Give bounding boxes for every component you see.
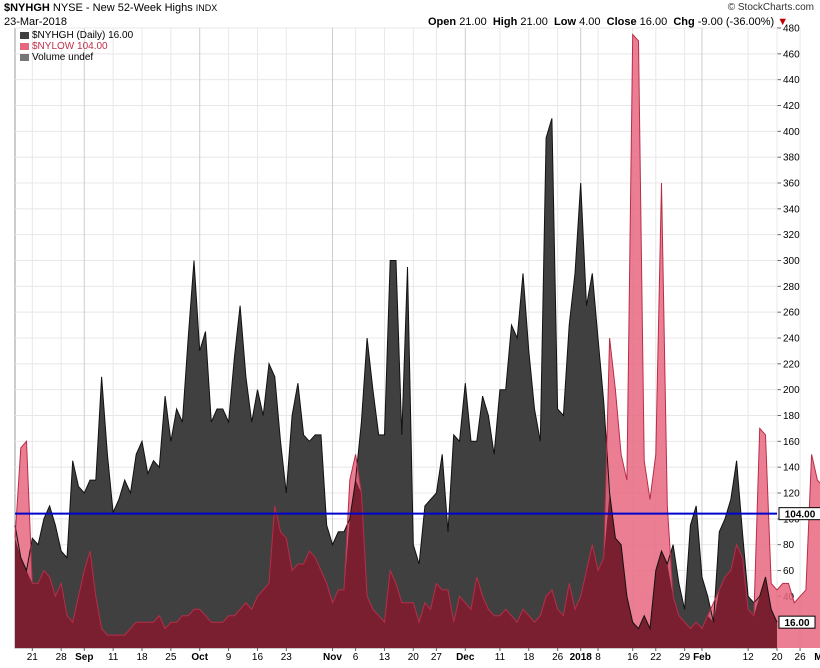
y-tick-label: 80 — [783, 540, 795, 551]
y-tick-label: 120 — [783, 489, 800, 500]
x-tick-label: 25 — [165, 652, 177, 663]
down-arrow-icon: ▼ — [777, 16, 789, 28]
y-tick-label: 260 — [783, 308, 800, 319]
legend-item-volume: Volume undef — [20, 52, 133, 63]
highs-area — [15, 118, 777, 648]
x-tick-label: Feb — [693, 652, 711, 663]
x-tick-label: 20 — [408, 652, 420, 663]
level-badge — [778, 507, 820, 521]
x-tick-label: 11 — [108, 652, 119, 663]
volume-swatch-icon — [20, 54, 29, 61]
x-tick-label: 29 — [679, 652, 691, 663]
x-tick-label: Nov — [323, 652, 342, 663]
x-tick-label: 16 — [252, 652, 264, 663]
y-tick-label: 220 — [783, 359, 800, 370]
open-value: 21.00 — [459, 16, 487, 28]
ohlc-readout: Open 21.00 High 21.00 Low 4.00 Close 16.… — [428, 16, 788, 28]
y-tick-label: 420 — [783, 101, 800, 112]
y-tick-label: 480 — [783, 24, 800, 35]
legend: $NYHGH (Daily) 16.00 $NYLOW 104.00 Volum… — [20, 30, 133, 63]
x-tick-label: 28 — [56, 652, 68, 663]
close-value: 16.00 — [639, 16, 668, 28]
legend-item-lows: $NYLOW 104.00 — [20, 41, 133, 52]
chg-value: -9.00 (-36.00%) — [697, 16, 775, 28]
x-tick-label: 18 — [523, 652, 535, 663]
x-tick-label: 20 — [771, 652, 783, 663]
x-tick-label: 13 — [379, 652, 391, 663]
x-tick-label: 16 — [627, 652, 639, 663]
index-tag: INDX — [195, 3, 218, 13]
x-tick-label: 21 — [27, 652, 39, 663]
highs-line — [14, 118, 778, 631]
y-tick-label: 400 — [783, 127, 800, 138]
low-value: 4.00 — [579, 16, 601, 28]
symbol-title: $NYHGH NYSE - New 52-Week Highs INDX — [4, 2, 217, 14]
legend-label-lows: $NYLOW 104.00 — [32, 41, 108, 52]
x-tick-label: 22 — [650, 652, 662, 663]
last-value-label: 16.00 — [784, 618, 809, 629]
x-tick-label: 23 — [281, 652, 293, 663]
high-value: 21.00 — [520, 16, 548, 28]
lows-line — [14, 33, 820, 636]
y-tick-label: 300 — [783, 256, 800, 267]
legend-label-volume: Volume undef — [32, 52, 94, 63]
quote-date: 23-Mar-2018 — [4, 16, 67, 28]
y-tick-label: 200 — [783, 385, 800, 396]
stockcharts-credit: © StockCharts.com — [727, 2, 814, 13]
chg-label: Chg — [673, 16, 695, 28]
y-tick-label: 460 — [783, 49, 800, 60]
x-tick-label: 9 — [226, 652, 232, 663]
x-tick-label: 27 — [431, 652, 443, 663]
x-tick-label: 18 — [136, 652, 148, 663]
x-tick-label: 26 — [552, 652, 564, 663]
y-tick-label: 160 — [783, 437, 800, 448]
y-tick-label: 140 — [783, 463, 800, 474]
legend-label-highs: $NYHGH (Daily) 16.00 — [32, 30, 134, 41]
y-tick-label: 440 — [783, 75, 800, 86]
x-tick-label: Dec — [456, 652, 475, 663]
y-tick-label: 360 — [783, 179, 800, 190]
x-tick-label: Oct — [191, 652, 208, 663]
y-tick-label: 340 — [783, 204, 800, 215]
high-label: High — [492, 16, 518, 28]
highs-swatch-icon — [20, 32, 29, 39]
open-label: Open — [428, 16, 457, 28]
x-tick-label: 12 — [743, 652, 755, 663]
symbol-ticker: $NYHGH — [4, 2, 50, 14]
y-tick-label: 320 — [783, 230, 800, 241]
symbol-description: NYSE - New 52-Week Highs — [52, 2, 193, 14]
overlap-area — [15, 480, 777, 648]
x-tick-label: Sep — [75, 652, 93, 663]
legend-item-highs: $NYHGH (Daily) 16.00 — [20, 30, 133, 41]
x-tick-label: 6 — [353, 652, 359, 663]
y-tick-label: 280 — [783, 282, 800, 293]
close-label: Close — [606, 16, 637, 28]
low-label: Low — [554, 16, 577, 28]
y-tick-label: 180 — [783, 411, 800, 422]
y-tick-label: 60 — [783, 566, 795, 577]
x-tick-label: 2018 — [570, 652, 593, 663]
x-tick-label: 26 — [795, 652, 807, 663]
x-tick-label: Mar — [814, 652, 820, 663]
x-tick-label: 11 — [495, 652, 506, 663]
x-tick-label: 8 — [595, 652, 601, 663]
y-tick-label: 380 — [783, 153, 800, 164]
y-tick-label: 240 — [783, 334, 800, 345]
lows-swatch-icon — [20, 43, 29, 50]
lows-area — [15, 34, 820, 648]
last-value-badge — [778, 615, 816, 629]
level-badge-label: 104.00 — [785, 510, 816, 521]
